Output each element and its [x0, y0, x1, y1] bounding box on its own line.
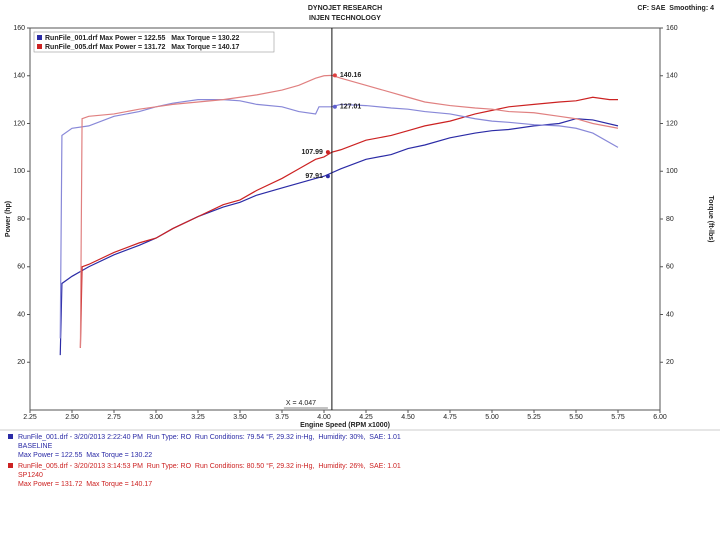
- footer-text: RunFile_005.drf - 3/20/2013 3:14:53 PM R…: [18, 462, 401, 470]
- legend-label: RunFile_005.drf Max Power = 131.72 Max T…: [45, 44, 240, 51]
- y2-tick-label: 100: [666, 168, 678, 175]
- marker-dot: [332, 73, 337, 78]
- x-tick-label: 3.50: [233, 414, 247, 421]
- x-tick-label: 4.75: [443, 414, 457, 421]
- marker-dot: [325, 150, 330, 155]
- x-tick-label: 5.25: [527, 414, 541, 421]
- marker-label: 127.01: [340, 104, 362, 111]
- footer-swatch: [8, 463, 13, 468]
- settings-text: CF: SAE Smoothing: 4: [637, 5, 714, 12]
- y2-tick-label: 40: [666, 311, 674, 318]
- legend-swatch: [37, 44, 42, 49]
- y-tick-label: 20: [17, 359, 25, 366]
- x-axis-title: Engine Speed (RPM x1000): [300, 422, 390, 429]
- footer-text: Max Power = 131.72 Max Torque = 140.17: [18, 481, 152, 488]
- x-tick-label: 4.50: [401, 414, 415, 421]
- x-tick-label: 6.00: [653, 414, 667, 421]
- x-tick-label: 2.75: [107, 414, 121, 421]
- legend-swatch: [37, 35, 42, 40]
- series-line: [79, 74, 619, 348]
- footer-swatch: [8, 434, 13, 439]
- y2-tick-label: 120: [666, 120, 678, 127]
- x-tick-label: 2.25: [23, 414, 37, 421]
- marker-label: 107.99: [301, 149, 323, 156]
- footer-text: Max Power = 122.55 Max Torque = 130.22: [18, 452, 152, 459]
- y2-tick-label: 80: [666, 216, 674, 223]
- y-tick-label: 60: [17, 264, 25, 271]
- x-tick-label: 5.75: [611, 414, 625, 421]
- cursor-label: X = 4.047: [286, 400, 316, 407]
- series-line: [59, 118, 619, 356]
- y2-axis-title: Torque (ft-lbs): [707, 196, 714, 243]
- footer-text: SP1240: [18, 472, 43, 479]
- y-axis-title: Power (hp): [5, 201, 12, 237]
- x-tick-label: 3.25: [191, 414, 205, 421]
- chart-subtitle: INJEN TECHNOLOGY: [309, 15, 381, 22]
- series-line: [59, 99, 619, 339]
- x-tick-label: 5.00: [485, 414, 499, 421]
- marker-label: 140.16: [340, 72, 362, 79]
- x-tick-label: 4.25: [359, 414, 373, 421]
- y-tick-label: 140: [13, 73, 25, 80]
- y-tick-label: 160: [13, 25, 25, 32]
- y-tick-label: 80: [17, 216, 25, 223]
- y2-tick-label: 20: [666, 359, 674, 366]
- x-tick-label: 5.50: [569, 414, 583, 421]
- y2-tick-label: 60: [666, 264, 674, 271]
- footer-text: RunFile_001.drf - 3/20/2013 2:22:40 PM R…: [18, 433, 401, 441]
- y2-tick-label: 160: [666, 25, 678, 32]
- y-tick-label: 100: [13, 168, 25, 175]
- x-tick-label: 2.50: [65, 414, 79, 421]
- legend-box: [33, 31, 275, 53]
- marker-dot: [332, 104, 337, 109]
- y2-tick-label: 140: [666, 73, 678, 80]
- x-tick-label: 3.75: [275, 414, 289, 421]
- marker-label: 97.91: [305, 173, 323, 180]
- footer-text: BASELINE: [18, 443, 53, 450]
- y-tick-label: 120: [13, 120, 25, 127]
- chart-title: DYNOJET RESEARCH: [308, 5, 382, 12]
- x-tick-label: 3.00: [149, 414, 163, 421]
- x-tick-label: 4.00: [317, 414, 331, 421]
- marker-dot: [325, 174, 330, 179]
- legend-label: RunFile_001.drf Max Power = 122.55 Max T…: [45, 35, 240, 42]
- y-tick-label: 40: [17, 311, 25, 318]
